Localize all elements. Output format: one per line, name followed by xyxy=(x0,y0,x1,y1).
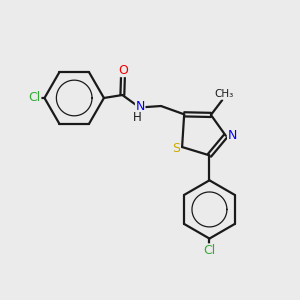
Text: N: N xyxy=(228,129,237,142)
Text: Cl: Cl xyxy=(28,92,41,104)
Text: O: O xyxy=(118,64,128,76)
Text: CH₃: CH₃ xyxy=(214,89,233,99)
Text: H: H xyxy=(133,110,142,124)
Text: S: S xyxy=(172,142,180,155)
Text: N: N xyxy=(136,100,145,112)
Text: Cl: Cl xyxy=(203,244,216,257)
